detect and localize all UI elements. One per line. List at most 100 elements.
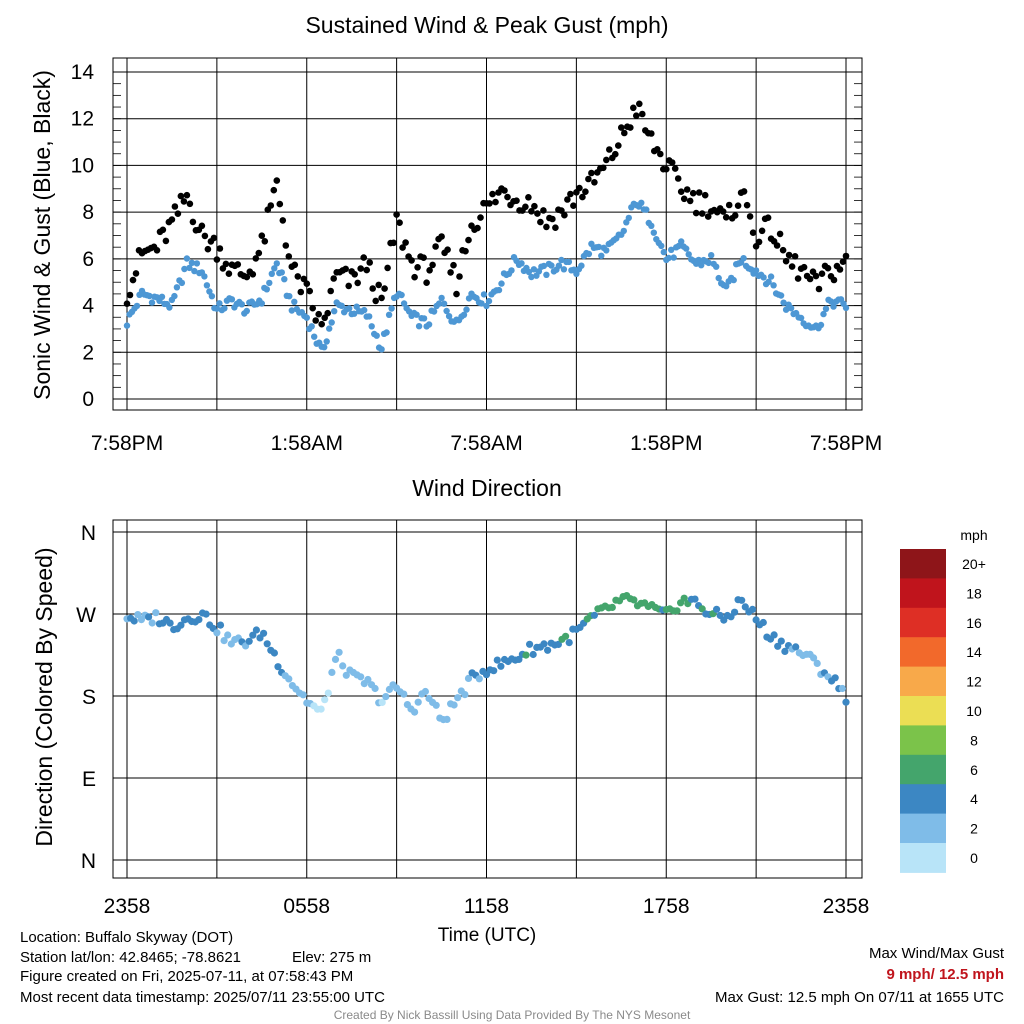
direction-point xyxy=(831,674,839,682)
peak-gust-point xyxy=(842,252,850,260)
sustained-wind-point xyxy=(148,299,156,306)
sustained-wind-point xyxy=(765,278,772,285)
direction-point xyxy=(224,631,232,639)
footer-elevation: Elev: 275 m xyxy=(292,949,371,966)
direction-point xyxy=(562,632,570,640)
sustained-wind-point xyxy=(158,293,166,300)
colorbar-label: 10 xyxy=(966,703,982,719)
peak-gust-point xyxy=(639,110,646,118)
sustained-wind-point xyxy=(413,311,420,318)
peak-gust-point xyxy=(399,244,406,251)
direction-point xyxy=(148,619,156,627)
footer-recent: Most recent data timestamp: 2025/07/11 2… xyxy=(20,989,385,1006)
peak-gust-point xyxy=(648,130,655,137)
sustained-wind-point xyxy=(598,252,605,259)
direction-point xyxy=(400,690,408,698)
direction-point xyxy=(774,642,782,650)
sustained-wind-point xyxy=(658,242,665,250)
direction-point xyxy=(565,639,573,647)
sustained-wind-point xyxy=(770,282,777,289)
wind-x-tick-label: 7:58PM xyxy=(810,432,882,455)
sustained-wind-point xyxy=(485,297,493,305)
wind-y-tick-label: 12 xyxy=(71,108,94,131)
direction-point xyxy=(731,608,739,616)
peak-gust-point xyxy=(600,164,607,172)
direction-point xyxy=(443,715,451,724)
peak-gust-point xyxy=(701,191,709,199)
peak-gust-point xyxy=(534,210,541,217)
direction-x-tick-label: 2358 xyxy=(823,895,870,918)
direction-point xyxy=(544,646,552,654)
sustained-wind-point xyxy=(173,284,181,291)
colorbar-label: 14 xyxy=(966,644,982,660)
sustained-wind-point xyxy=(203,282,211,289)
sustained-wind-point xyxy=(323,338,330,345)
wind-y-tick-label: 2 xyxy=(82,341,94,364)
peak-gust-point xyxy=(731,212,739,219)
peak-gust-point xyxy=(612,150,619,158)
peak-gust-point xyxy=(657,150,664,158)
direction-point xyxy=(331,655,340,664)
sustained-wind-point xyxy=(311,333,318,340)
wind-y-axis-label: Sonic Wind & Gust (Blue, Black) xyxy=(29,70,55,400)
direction-point xyxy=(220,637,228,645)
peak-gust-point xyxy=(276,200,284,208)
peak-gust-point xyxy=(719,208,727,215)
sustained-wind-point xyxy=(286,293,293,300)
peak-gust-point xyxy=(393,211,400,218)
direction-point xyxy=(195,616,203,624)
peak-gust-point xyxy=(132,270,140,277)
peak-gust-point xyxy=(462,247,469,255)
sustained-wind-point xyxy=(178,279,186,287)
sustained-wind-point xyxy=(525,268,533,276)
colorbar-swatch xyxy=(900,696,946,726)
sustained-wind-series xyxy=(123,199,850,353)
sustained-wind-point xyxy=(650,229,657,236)
peak-gust-point xyxy=(564,196,571,203)
sustained-wind-point xyxy=(498,280,505,287)
peak-gust-point xyxy=(663,165,670,173)
peak-gust-series xyxy=(123,100,850,328)
sustained-wind-point xyxy=(281,276,288,283)
sustained-wind-point xyxy=(817,321,825,329)
peak-gust-point xyxy=(174,210,182,217)
direction-point xyxy=(202,610,210,618)
sustained-wind-point xyxy=(560,266,568,273)
peak-gust-point xyxy=(312,317,320,324)
peak-gust-point xyxy=(456,273,463,280)
peak-gust-point xyxy=(839,258,847,266)
peak-gust-point xyxy=(198,222,206,230)
peak-gust-point xyxy=(423,279,430,287)
direction-point xyxy=(461,691,469,699)
peak-gust-point xyxy=(576,184,583,192)
sustained-wind-point xyxy=(373,332,380,339)
colorbar-swatch xyxy=(900,607,946,638)
peak-gust-point xyxy=(255,249,263,257)
direction-point xyxy=(378,698,386,707)
direction-point xyxy=(522,651,530,659)
sustained-wind-point xyxy=(518,260,525,267)
sustained-wind-point xyxy=(328,319,335,326)
sustained-wind-point xyxy=(463,306,470,313)
peak-gust-point xyxy=(216,245,224,252)
direction-point xyxy=(777,637,785,645)
direction-point xyxy=(321,696,329,704)
direction-y-tick-label: W xyxy=(76,604,96,627)
peak-gust-point xyxy=(671,165,679,172)
direction-point xyxy=(299,691,307,699)
sustained-wind-point xyxy=(400,300,408,307)
peak-gust-point xyxy=(345,282,353,290)
sustained-wind-point xyxy=(683,245,690,252)
peak-gust-point xyxy=(429,261,436,269)
colorbar-swatch xyxy=(900,578,946,609)
peak-gust-point xyxy=(582,188,589,195)
sustained-wind-point xyxy=(715,274,722,282)
sustained-wind-point xyxy=(685,251,692,258)
peak-gust-point xyxy=(159,226,167,234)
peak-gust-point xyxy=(588,169,595,177)
direction-point xyxy=(339,662,347,670)
sustained-wind-point xyxy=(752,267,760,274)
direction-y-tick-label: N xyxy=(81,522,96,545)
peak-gust-point xyxy=(327,287,335,295)
